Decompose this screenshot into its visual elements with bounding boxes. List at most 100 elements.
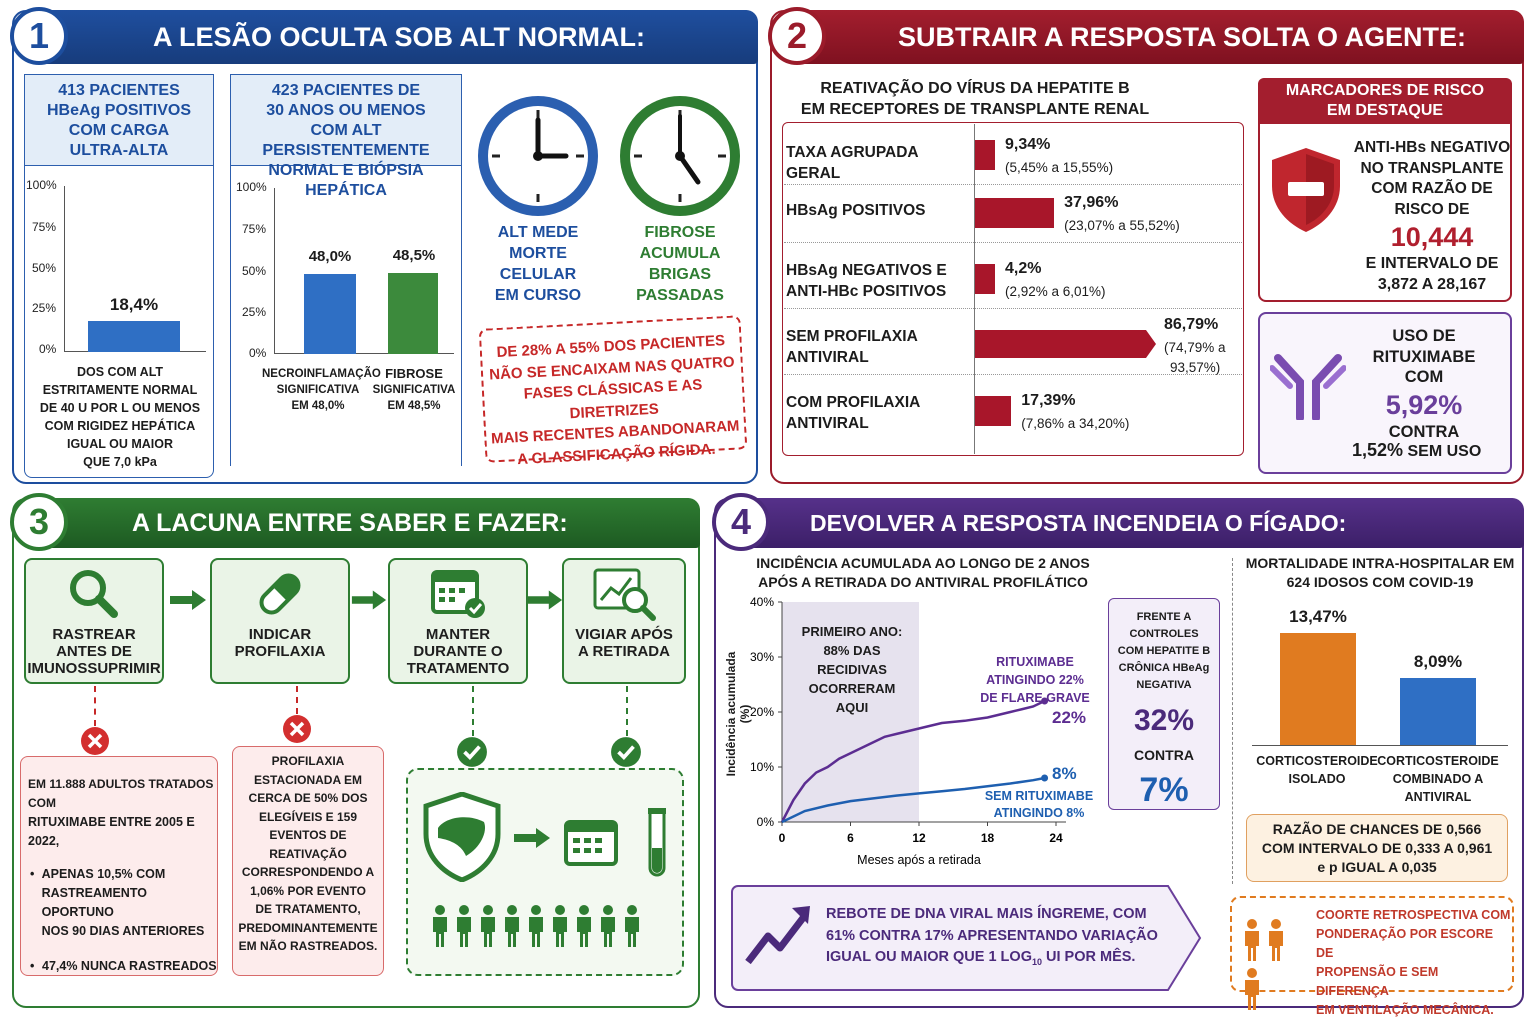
p2-row-ci: (7,86% a 34,20%) bbox=[1021, 414, 1129, 434]
caption-line: NECROINFLAMAÇÃO bbox=[262, 368, 381, 380]
series-line-rituximabe bbox=[780, 699, 1046, 823]
p1-box2-line: NORMAL E BIÓPSIA HEPÁTICA bbox=[268, 162, 424, 199]
title-line: 624 IDOSOS COM COVID-19 bbox=[1286, 574, 1474, 590]
p1-chart2-caption-necro: NECROINFLAMAÇÃO SIGNIFICATIVA EM 48,0% bbox=[262, 366, 381, 414]
series-end-point bbox=[1041, 697, 1049, 705]
text-line: ANTI-HBc POSITIVOS bbox=[786, 283, 947, 300]
text-line: PONDERAÇÃO POR ESCORE DE bbox=[1316, 927, 1494, 960]
text-line: EM 11.888 ADULTOS TRATADOS COM bbox=[28, 777, 214, 810]
p2-row-value: 37,96% bbox=[1064, 194, 1119, 211]
p2-row-ci: (5,45% a 15,55%) bbox=[1005, 158, 1113, 178]
p2-chart-frame bbox=[782, 122, 1244, 456]
text-line: SEM PROFILAXIA bbox=[786, 328, 918, 345]
text-line: HBsAg POSITIVOS bbox=[786, 202, 926, 219]
x-tick-label: 6 bbox=[847, 831, 854, 845]
p2-row-label: SEM PROFILAXIA ANTIVIRAL bbox=[786, 326, 970, 368]
people-orange-icon bbox=[1242, 918, 1308, 1010]
control-value-2: 7% bbox=[1139, 771, 1189, 809]
p1-chart1-bar bbox=[88, 321, 180, 352]
text-line: ANTIVIRAL bbox=[786, 415, 869, 432]
text-line: APENAS 10,5% COM bbox=[41, 867, 166, 881]
text-line: TAXA AGRUPADA GERAL bbox=[786, 144, 919, 182]
p1-box1-frame bbox=[24, 166, 214, 478]
p2-risk2-compare: 1,52% SEM USO bbox=[1352, 440, 1481, 461]
caption-line: EM 48,0% bbox=[291, 400, 345, 412]
caption-line: ESTRITAMENTE NORMAL bbox=[42, 383, 198, 397]
shield-liver-icon bbox=[423, 792, 501, 882]
p4-divider bbox=[1232, 558, 1233, 884]
panel-2-number: 2 bbox=[768, 7, 826, 65]
text-line: HBsAg NEGATIVOS E bbox=[786, 262, 947, 279]
p1-box1-line: COM CARGA bbox=[68, 122, 170, 139]
caption-line: COM RIGIDEZ HEPÁTICA bbox=[44, 419, 196, 433]
p2-chart-axis bbox=[974, 124, 975, 454]
text-line: EM NÃO RASTREADOS. bbox=[238, 939, 378, 953]
tick-label: 75% bbox=[242, 222, 267, 236]
p2-row-bar bbox=[975, 396, 1012, 426]
p1-chart1-caption: DOS COM ALT ESTRITAMENTE NORMAL DE 40 U … bbox=[30, 363, 210, 471]
text-line: IGUAL OU MAIOR QUE 1 LOG10 UI POR MÊS. bbox=[826, 947, 1176, 973]
text-line: (74,79% a bbox=[1164, 340, 1226, 355]
caption-line: MORTE CELULAR bbox=[499, 245, 577, 283]
p4-non-note: SEM RITUXIMABE ATINGINDO 8% bbox=[984, 788, 1094, 822]
check-circle-icon bbox=[611, 737, 641, 767]
text-line: CONTRA bbox=[1134, 747, 1194, 763]
p1-chart1-ticks: 100% 75% 50% 25% 0% bbox=[26, 178, 60, 358]
text-part: UI POR MÊS. bbox=[1041, 949, 1136, 965]
panel-2-header: SUBTRAIR A RESPOSTA SOLTA O AGENTE: bbox=[800, 10, 1524, 64]
bullet-dot-icon: • bbox=[30, 867, 35, 881]
caption-line: SIGNIFICATIVA bbox=[372, 384, 456, 396]
text-line: ANTIVIRAL bbox=[786, 349, 869, 366]
p2-row-bar bbox=[975, 264, 995, 294]
text-line: COM RAZÃO DE bbox=[1371, 180, 1493, 197]
text-line: COM HEPATITE B bbox=[1117, 645, 1211, 657]
y-tick-label: 20% bbox=[750, 705, 774, 719]
p2-row-ci: (2,92% a 6,01%) bbox=[1005, 282, 1106, 302]
title-line: MORTALIDADE INTRA-HOSPITALAR EM bbox=[1245, 555, 1515, 571]
caption-line: DOS COM ALT bbox=[76, 365, 164, 379]
text-line: RITUXIMABE bbox=[1372, 347, 1476, 366]
person-icon bbox=[1245, 919, 1259, 961]
text-line: DE FLARE GRAVE bbox=[980, 691, 1090, 705]
p1-box2-frame-right bbox=[461, 166, 462, 466]
p4-mort-caption-2: CORTICOSTEROIDE COMBINADO A ANTIVIRAL bbox=[1376, 752, 1500, 806]
text-line: 93,57%) bbox=[1170, 360, 1221, 375]
panel-1-header: A LESÃO OCULTA SOB ALT NORMAL: bbox=[40, 10, 758, 64]
text-line: SEM RITUXIMABE bbox=[984, 789, 1094, 803]
step-label: RASTREAR bbox=[52, 626, 136, 643]
p2-row-value: 86,79% bbox=[1164, 316, 1219, 333]
text-line: (7,86% a 34,20%) bbox=[1021, 416, 1130, 431]
text-line: 61% CONTRA 17% APRESENTANDO VARIAÇÃO bbox=[826, 927, 1158, 944]
person-icon bbox=[433, 905, 447, 947]
text-line: 47,4% NUNCA RASTREADOS bbox=[42, 959, 217, 973]
arrow-right-icon bbox=[527, 590, 563, 610]
step-label: INDICAR bbox=[248, 626, 312, 643]
chart-magnifier-icon bbox=[593, 568, 656, 621]
row-divider bbox=[784, 184, 1242, 185]
text-line: COM INTERVALO DE 0,333 A 0,961 bbox=[1261, 840, 1493, 856]
text-line: ANTI-HBs NEGATIVO bbox=[1353, 139, 1511, 156]
step-indicar: INDICAR PROFILAXIA bbox=[210, 558, 350, 684]
step-label: ANTES DE bbox=[56, 643, 132, 660]
p4-or-box: RAZÃO DE CHANCES DE 0,566 COM INTERVALO … bbox=[1246, 814, 1508, 882]
bullet-1: • APENAS 10,5% COM RASTREAMENTO OPORTUNO NO… bbox=[30, 865, 217, 941]
p1-box2-line: 423 PACIENTES DE bbox=[271, 82, 421, 99]
p4-chart-title: INCIDÊNCIA ACUMULADA AO LONGO DE 2 ANOS … bbox=[748, 554, 1098, 592]
p4-rit-end-label: 22% bbox=[1052, 708, 1087, 727]
person-icon bbox=[505, 905, 519, 947]
calendar-icon bbox=[564, 820, 618, 866]
arrow-right-icon bbox=[170, 590, 206, 610]
text-line: ELEGÍVEIS E 159 bbox=[258, 809, 358, 824]
p2-row-ci: (74,79% a 93,57%) bbox=[1164, 338, 1226, 378]
text-line: COM PROFILAXIA bbox=[786, 394, 921, 411]
text-line: EM VENTILAÇÃO MECÂNICA. bbox=[1316, 1003, 1494, 1017]
text-line: AQUI bbox=[835, 700, 869, 715]
text-line: RITUXIMABE bbox=[996, 655, 1074, 669]
panel-1-title: A LESÃO OCULTA SOB ALT NORMAL: bbox=[153, 21, 645, 52]
x-tick-label: 0 bbox=[779, 831, 786, 845]
text-line: CERCA DE 50% DOS bbox=[248, 791, 368, 805]
text-line: E INTERVALO DE bbox=[1365, 255, 1499, 272]
p1-chart2-ticks: 100% 75% 50% 25% 0% bbox=[236, 180, 270, 360]
p1-chart1-value: 18,4% bbox=[109, 295, 159, 315]
connector bbox=[296, 686, 298, 714]
